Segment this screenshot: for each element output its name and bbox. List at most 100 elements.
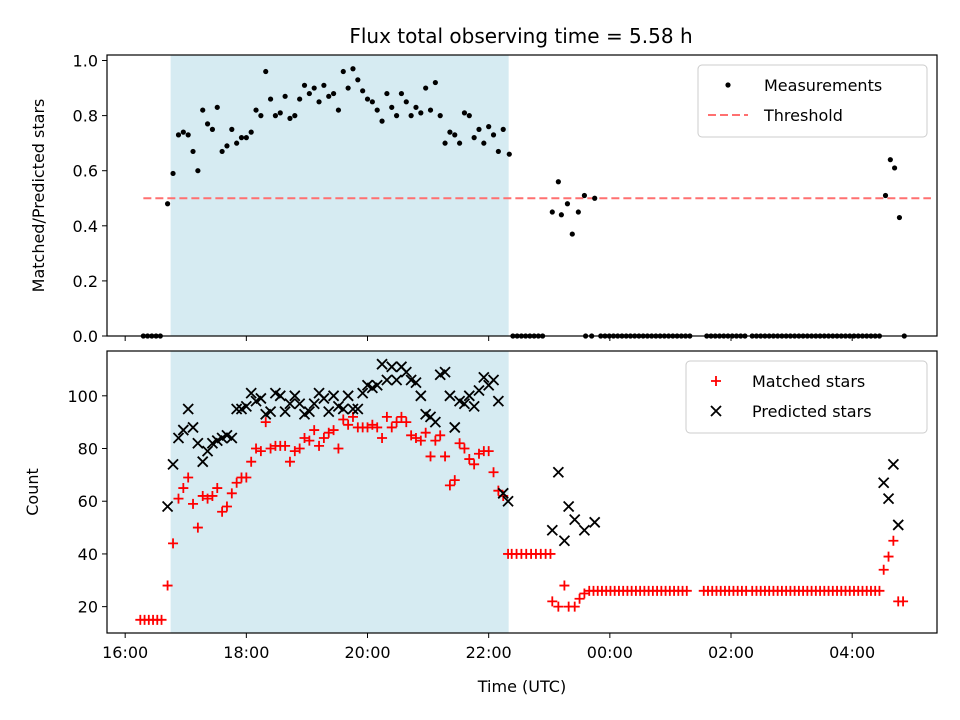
- matched-star-point: [314, 440, 325, 451]
- matched-star-point: [221, 501, 232, 512]
- measurement-point: [287, 115, 293, 121]
- legend-label: Threshold: [763, 106, 843, 125]
- measurement-point: [891, 165, 898, 171]
- measurement-point: [248, 129, 254, 135]
- figure-title: Flux total observing time = 5.58 h: [349, 24, 692, 48]
- predicted-star-point: [882, 492, 895, 505]
- top-ytick-label: 0.6: [73, 162, 98, 181]
- measurement-point: [214, 104, 220, 110]
- predicted-star-point: [878, 477, 890, 489]
- predicted-star-point: [444, 390, 456, 402]
- legend-label: Predicted stars: [752, 402, 872, 421]
- measurement-point: [335, 107, 342, 113]
- matched-star-point: [483, 446, 494, 457]
- predicted-star-point: [410, 376, 422, 389]
- measurement-point: [340, 68, 346, 75]
- measurement-point: [471, 135, 477, 141]
- measurement-point: [423, 85, 429, 91]
- legend-measurement-swatch: [725, 82, 731, 88]
- predicted-star-point: [558, 535, 571, 547]
- matched-star-point: [440, 451, 451, 462]
- measurement-point: [456, 140, 463, 146]
- matched-star-point: [547, 596, 558, 607]
- matched-star-point: [391, 417, 402, 428]
- predicted-star-point: [487, 374, 500, 386]
- measurement-point: [345, 85, 351, 91]
- matched-star-point: [309, 425, 320, 436]
- measurement-point: [243, 135, 249, 141]
- predicted-star-point: [231, 403, 243, 415]
- predicted-star-point: [197, 456, 209, 468]
- matched-star-point: [217, 506, 228, 517]
- measurement-point: [204, 121, 211, 127]
- predicted-star-point: [192, 437, 204, 449]
- bottom-xtick-label: 02:00: [708, 643, 754, 662]
- matched-star-point: [178, 483, 189, 494]
- matched-star-point: [435, 430, 446, 441]
- measurement-point: [495, 148, 501, 155]
- predicted-star-point: [439, 366, 451, 378]
- measurement-point: [896, 214, 903, 221]
- matched-star-point: [338, 414, 349, 425]
- matched-star-point: [559, 580, 570, 591]
- top-ylabel: Matched/Predicted stars: [29, 99, 48, 293]
- matched-star-point: [294, 443, 305, 454]
- measurement-point: [316, 99, 322, 105]
- predicted-star-point: [327, 390, 340, 402]
- matched-star-point: [449, 475, 460, 486]
- predicted-star-point: [400, 366, 412, 378]
- measurement-point: [447, 129, 453, 135]
- measurement-point: [558, 212, 564, 218]
- bottom-ytick-label: 100: [67, 387, 98, 406]
- top-axes-frame: [106, 54, 938, 337]
- bottom-legend: Matched stars Predicted stars: [685, 360, 928, 434]
- matched-star-point: [488, 467, 499, 478]
- matched-star-point: [231, 477, 242, 488]
- predicted-star-point: [264, 405, 277, 418]
- measurement-point: [403, 99, 409, 105]
- measurement-point: [311, 85, 317, 91]
- measurement-point: [461, 110, 468, 116]
- measurement-point: [481, 140, 487, 146]
- measurement-point: [364, 96, 371, 102]
- bottom-panel: 20 40 60 80 100 16:00 18:00 20:00 22:00 00:00 02:0…: [23, 350, 938, 696]
- matched-star-point: [469, 459, 480, 470]
- bottom-xtick-label: 00:00: [587, 643, 633, 662]
- matched-star-point: [226, 488, 237, 499]
- predicted-star-point: [497, 487, 509, 499]
- matched-star-point: [207, 490, 218, 501]
- matched-star-point: [212, 483, 223, 494]
- predicted-star-point: [546, 524, 558, 536]
- legend-box: [697, 64, 928, 138]
- predicted-star-point: [279, 405, 291, 418]
- matched-star-point: [444, 480, 455, 491]
- measurement-point: [389, 104, 395, 110]
- measurement-point: [432, 79, 438, 86]
- measurement-point: [384, 90, 390, 97]
- measurement-point: [238, 135, 245, 141]
- measurement-point: [418, 110, 424, 116]
- measurement-point: [306, 90, 312, 97]
- predicted-star-point: [323, 405, 335, 418]
- matched-star-point: [874, 585, 885, 596]
- matched-star-point: [156, 614, 167, 625]
- measurement-point: [408, 113, 414, 119]
- bottom-ytick-label: 60: [78, 492, 98, 511]
- predicted-star-point: [161, 500, 174, 513]
- predicted-star-point: [478, 371, 490, 383]
- predicted-star-point: [390, 374, 403, 386]
- predicted-star-point: [589, 516, 601, 528]
- predicted-star-point: [172, 432, 185, 444]
- bottom-xtick-label: 04:00: [829, 643, 875, 662]
- matched-star-point: [284, 456, 295, 467]
- predicted-star-point: [303, 405, 315, 418]
- measurement-point: [581, 192, 588, 199]
- measurement-point: [393, 113, 400, 119]
- measurement-point: [229, 126, 235, 132]
- predicted-star-point: [182, 403, 194, 415]
- matched-star-point: [430, 435, 441, 446]
- measurement-point: [330, 90, 337, 97]
- measurement-point: [476, 126, 482, 132]
- measurement-point: [209, 126, 216, 132]
